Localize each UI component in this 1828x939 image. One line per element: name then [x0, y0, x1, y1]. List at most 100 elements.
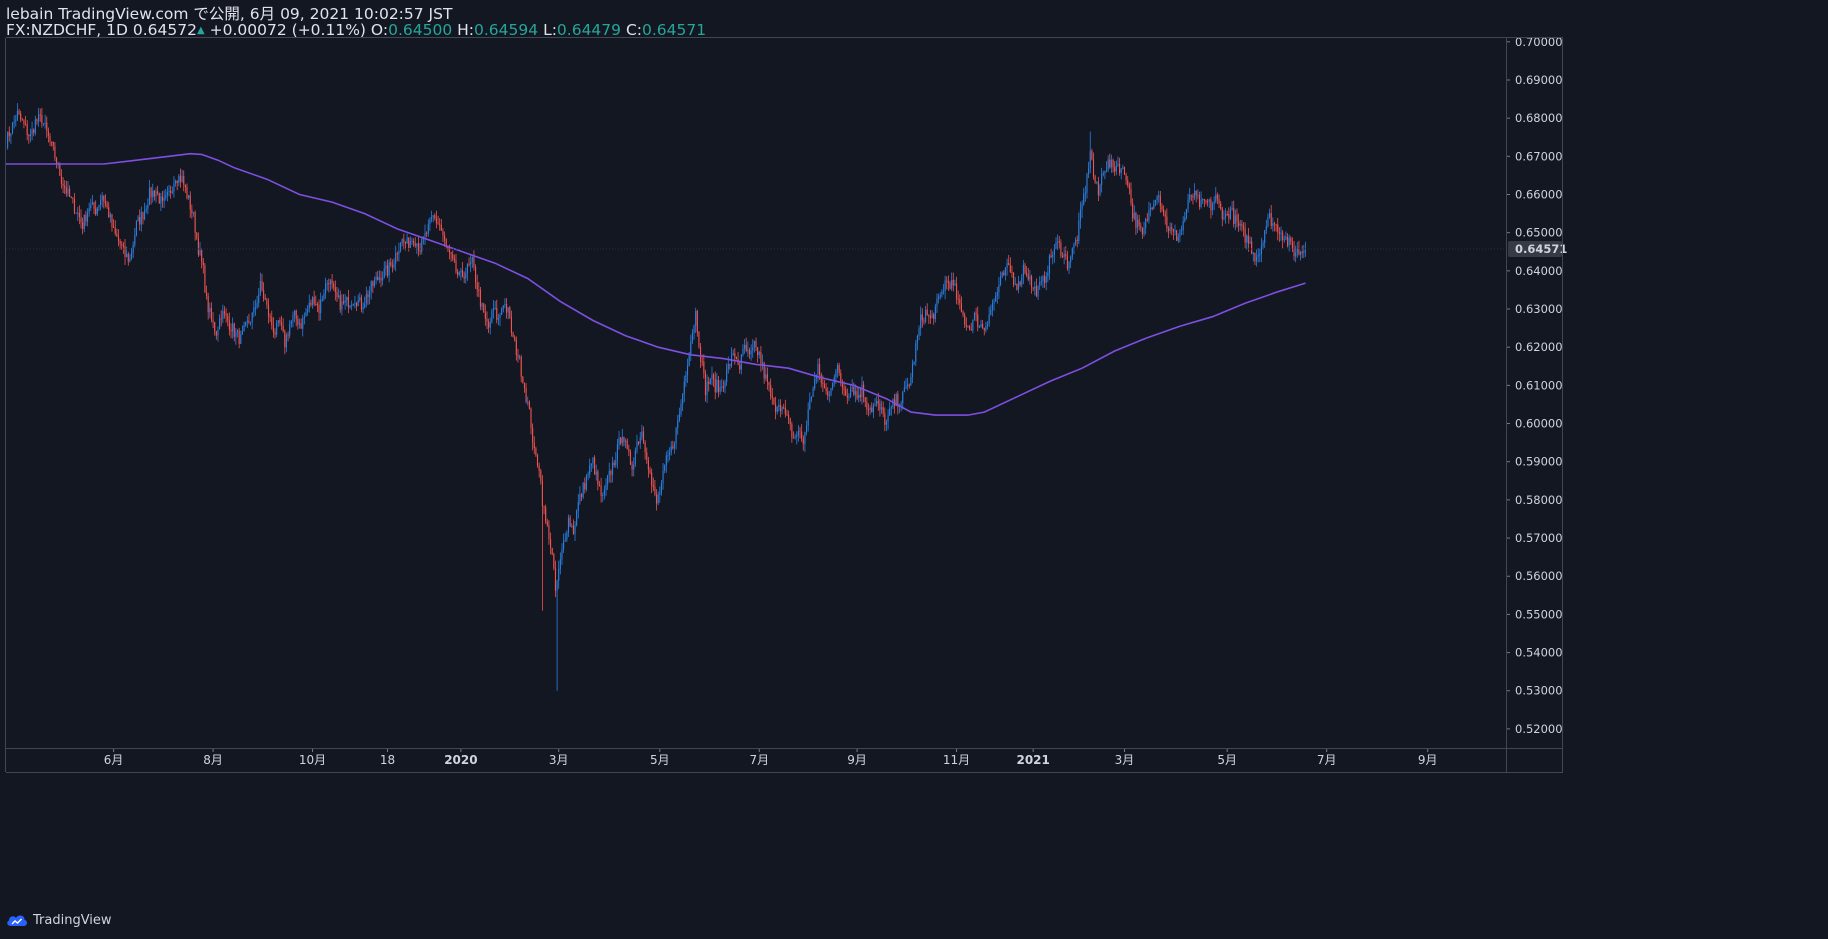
candle-body: [564, 539, 566, 541]
candle-body: [1234, 215, 1236, 224]
candle-body: [1269, 213, 1271, 218]
candle-body: [1065, 254, 1067, 257]
brand-logo[interactable]: TradingView: [6, 908, 112, 932]
candle-body: [784, 407, 786, 415]
candle-body: [541, 481, 543, 507]
candle-body: [1304, 249, 1307, 252]
candle-body: [525, 388, 527, 402]
candle-body: [297, 318, 299, 325]
symbol-label[interactable]: FX:NZDCHF, 1D: [6, 21, 128, 39]
price-tick-label: 0.62000: [1515, 340, 1563, 354]
candle-body: [178, 175, 180, 184]
candle-body: [858, 394, 860, 399]
candle-body: [967, 326, 969, 328]
time-tick-label: 3月: [549, 753, 569, 767]
candle-body: [993, 301, 995, 304]
candle-body: [238, 330, 240, 344]
candle-body: [1011, 272, 1013, 274]
candle-body: [801, 431, 803, 439]
candle-body: [241, 330, 243, 335]
candle-body: [1215, 194, 1217, 202]
candle-body: [509, 307, 511, 318]
candle-body: [140, 212, 142, 225]
candle-body: [553, 554, 555, 569]
candle-body: [271, 317, 273, 326]
candle-body: [289, 324, 291, 336]
candle-body: [486, 318, 488, 322]
candle-body: [830, 387, 832, 395]
candle-body: [871, 407, 873, 413]
candle-body: [225, 313, 227, 316]
candle-body: [1207, 201, 1209, 203]
candle-body: [768, 381, 770, 385]
candle-body: [744, 344, 746, 349]
moving-average-line: [6, 152, 1306, 416]
candle-body: [205, 292, 208, 297]
candle-body: [199, 250, 201, 255]
candle-body: [616, 444, 618, 461]
candle-body: [1107, 159, 1109, 170]
candle-body: [664, 465, 666, 471]
candle-body: [677, 420, 679, 429]
candle-body: [1086, 174, 1088, 193]
candle-body: [652, 485, 654, 487]
price-axis[interactable]: 0.70000 0.69000 0.68000 0.67000 0.66000 0.650…: [1506, 35, 1567, 736]
candle-body: [880, 407, 883, 410]
candle-body: [362, 307, 364, 310]
candle-body: [399, 243, 402, 251]
candle-body: [38, 114, 40, 122]
candle-body: [841, 381, 843, 388]
candle-body: [571, 525, 573, 527]
candle-body: [1006, 263, 1008, 268]
candle-body: [134, 235, 136, 245]
candle-body: [300, 323, 302, 329]
candle-body: [137, 217, 139, 222]
candle-body: [321, 299, 323, 301]
candle-body: [282, 325, 284, 332]
candle-body: [778, 404, 780, 407]
candle-body: [109, 214, 111, 218]
candle-body: [642, 431, 645, 443]
candle-body: [569, 517, 571, 527]
time-tick-label: 8月: [203, 753, 223, 767]
candle-body: [941, 291, 943, 296]
candle-body: [153, 190, 155, 197]
candle-body: [1169, 227, 1171, 231]
candle-body: [1185, 209, 1188, 218]
candle-body: [494, 307, 496, 309]
candle-body: [235, 331, 237, 337]
candle-body: [334, 287, 336, 293]
candle-body: [659, 492, 661, 495]
candle-body: [1291, 241, 1293, 249]
plot-area[interactable]: [6, 103, 1506, 691]
candle-body: [1151, 207, 1153, 209]
candle-body: [453, 258, 455, 261]
time-axis[interactable]: 6月 8月 10月 18 2020 3月 5月 7月 9月 11月 2021 3月 5月 7月 9月: [104, 748, 1438, 767]
candle-body: [1251, 241, 1253, 254]
candle-body: [911, 363, 914, 378]
candle-body: [1145, 219, 1147, 228]
candle-body: [245, 322, 247, 326]
candle-body: [781, 407, 783, 411]
candle-body: [983, 327, 985, 331]
candle-body: [1174, 230, 1176, 232]
candle-body: [24, 123, 27, 125]
candle-body: [21, 119, 23, 121]
candle-body: [370, 281, 372, 292]
candle-body: [501, 309, 503, 315]
candle-body: [419, 250, 421, 252]
candle-body: [796, 435, 798, 437]
candle-body: [489, 322, 491, 328]
candle-body: [82, 222, 84, 230]
candle-body: [292, 315, 294, 321]
candle-body: [633, 464, 635, 470]
candle-body: [704, 372, 707, 396]
candle-body: [737, 359, 739, 366]
candle-body: [986, 323, 989, 326]
candle-body: [171, 191, 173, 193]
candle-body: [1037, 285, 1039, 297]
candle-body: [1189, 194, 1191, 200]
candle-body: [1275, 224, 1277, 226]
time-tick-label: 5月: [1217, 753, 1237, 767]
